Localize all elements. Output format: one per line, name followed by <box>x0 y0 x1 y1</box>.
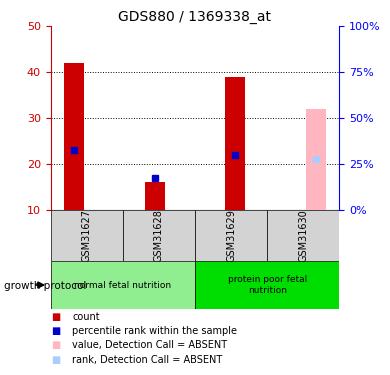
Text: protein poor fetal
nutrition: protein poor fetal nutrition <box>227 275 307 295</box>
Bar <box>145 183 165 210</box>
Text: ■: ■ <box>51 312 60 322</box>
Bar <box>225 77 245 210</box>
Text: value, Detection Call = ABSENT: value, Detection Call = ABSENT <box>72 340 227 350</box>
Bar <box>123 210 195 261</box>
Text: growth protocol: growth protocol <box>4 281 86 291</box>
Text: ■: ■ <box>51 340 60 350</box>
Bar <box>306 109 326 210</box>
Text: GSM31630: GSM31630 <box>298 209 308 262</box>
Bar <box>64 63 84 210</box>
Text: GSM31629: GSM31629 <box>226 209 236 262</box>
Text: GSM31627: GSM31627 <box>82 209 92 262</box>
Text: count: count <box>72 312 100 322</box>
Bar <box>267 210 339 261</box>
Text: rank, Detection Call = ABSENT: rank, Detection Call = ABSENT <box>72 355 222 364</box>
Bar <box>51 210 123 261</box>
Text: ■: ■ <box>51 355 60 364</box>
Text: normal fetal nutrition: normal fetal nutrition <box>74 280 172 290</box>
Title: GDS880 / 1369338_at: GDS880 / 1369338_at <box>119 10 271 24</box>
Text: GSM31628: GSM31628 <box>154 209 164 262</box>
Bar <box>195 261 339 309</box>
Text: ■: ■ <box>51 326 60 336</box>
Bar <box>51 261 195 309</box>
Text: percentile rank within the sample: percentile rank within the sample <box>72 326 237 336</box>
Bar <box>195 210 267 261</box>
